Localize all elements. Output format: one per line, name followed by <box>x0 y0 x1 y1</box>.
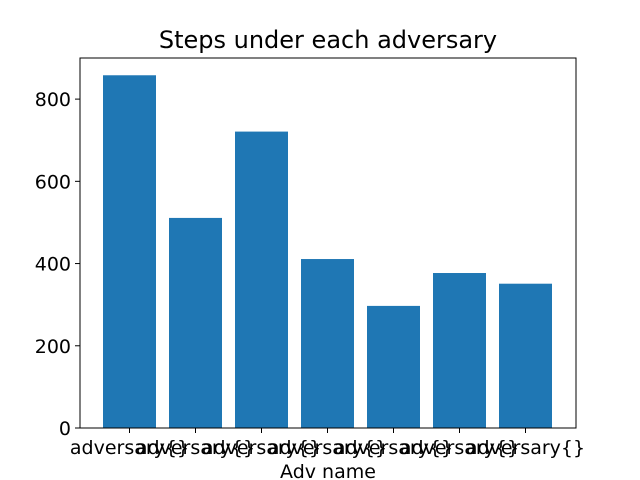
x-tick-label-5: adversary{} <box>334 437 453 459</box>
y-tick-label-600: 600 <box>35 171 71 193</box>
x-tick-label-4: adversary{} <box>268 437 387 459</box>
bar-4 <box>301 259 354 428</box>
bar-1 <box>103 75 156 429</box>
plot-area: 0200400600800adversary{}adversary{}adver… <box>35 57 585 459</box>
x-tick-label-6: adversary{} <box>400 437 519 459</box>
bar-6 <box>433 273 486 428</box>
y-tick-label-800: 800 <box>35 89 71 111</box>
bar-7 <box>499 283 552 428</box>
x-axis-label: Adv name <box>280 461 376 480</box>
bar-2 <box>169 217 222 428</box>
y-tick-label-200: 200 <box>35 336 71 358</box>
x-tick-label-1: adversary{} <box>70 437 189 459</box>
x-tick-label-7: adversary{} <box>466 437 585 459</box>
x-tick-label-3: adversary{} <box>202 437 321 459</box>
y-tick-label-400: 400 <box>35 254 71 276</box>
x-tick-label-2: adversary{} <box>136 437 255 459</box>
chart-title: Steps under each adversary <box>159 26 497 54</box>
y-tick-label-0: 0 <box>59 418 71 440</box>
bar-3 <box>235 131 288 429</box>
bar-5 <box>367 305 420 428</box>
